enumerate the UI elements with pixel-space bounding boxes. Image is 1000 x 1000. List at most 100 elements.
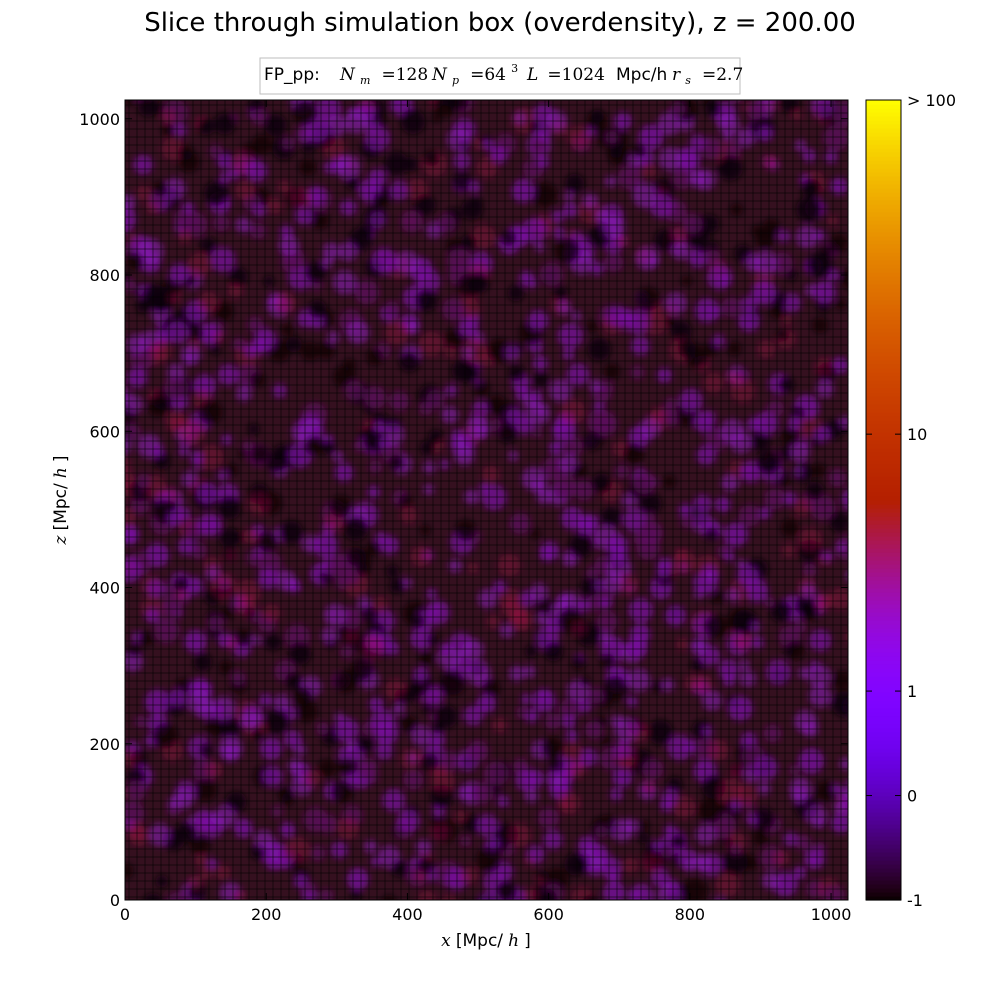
colorbar-stripe (866, 488, 901, 493)
heatmap-cell-grid (125, 100, 848, 900)
colorbar-stripe (866, 600, 901, 605)
colorbar-stripe (866, 656, 901, 661)
colorbar-stripe (866, 664, 901, 669)
colorbar-stripe (866, 852, 901, 857)
colorbar-stripe (866, 144, 901, 149)
colorbar-stripe (866, 288, 901, 293)
colorbar-stripe (866, 760, 901, 765)
colorbar-stripe (866, 620, 901, 625)
colorbar-stripe (866, 636, 901, 641)
colorbar-stripe (866, 440, 901, 445)
colorbar-stripe (866, 856, 901, 861)
colorbar-stripe (866, 896, 901, 901)
colorbar-stripe (866, 572, 901, 577)
info-rs-symbol: r (672, 65, 681, 85)
x-axis: 0 200 400 600 800 1000 (120, 100, 851, 924)
colorbar-stripe (866, 888, 901, 893)
colorbar-stripe (866, 876, 901, 881)
colorbar-stripe (866, 436, 901, 441)
colorbar-stripe (866, 784, 901, 789)
colorbar-stripe (866, 484, 901, 489)
colorbar-stripe (866, 492, 901, 497)
colorbar-stripe (866, 420, 901, 425)
colorbar-stripe (866, 312, 901, 317)
colorbar-stripe (866, 156, 901, 161)
colorbar-stripe (866, 452, 901, 457)
colorbar-stripe (866, 740, 901, 745)
colorbar-stripe (866, 196, 901, 201)
colorbar-stripe (866, 340, 901, 345)
colorbar-stripe (866, 296, 901, 301)
colorbar-stripe (866, 480, 901, 485)
colorbar-stripe (866, 328, 901, 333)
colorbar-stripe (866, 164, 901, 169)
colorbar-stripe (866, 264, 901, 269)
colorbar-stripe (866, 684, 901, 689)
colorbar-stripe (866, 612, 901, 617)
colorbar-stripe (866, 712, 901, 717)
colorbar-stripe (866, 248, 901, 253)
x-axis-label: x [Mpc/ h ] (441, 931, 531, 951)
colorbar-stripe (866, 160, 901, 165)
colorbar-stripe (866, 380, 901, 385)
colorbar-stripe (866, 704, 901, 709)
colorbar-stripe (866, 200, 901, 205)
colorbar-stripe (866, 364, 901, 369)
colorbar-tick-label: 10 (907, 425, 927, 444)
colorbar-stripe (866, 532, 901, 537)
colorbar-stripe (866, 152, 901, 157)
y-tick-label: 200 (89, 735, 120, 754)
colorbar-stripe (866, 472, 901, 477)
colorbar-stripe (866, 456, 901, 461)
colorbar-stripe (866, 816, 901, 821)
colorbar-stripe (866, 392, 901, 397)
colorbar-stripe (866, 496, 901, 501)
colorbar-stripe (866, 836, 901, 841)
x-tick-label: 0 (120, 905, 130, 924)
x-axis-label-close: ] (524, 931, 531, 951)
colorbar-stripe (866, 724, 901, 729)
colorbar-stripe (866, 516, 901, 521)
colorbar-stripe (866, 508, 901, 513)
info-np-symbol: N (431, 65, 448, 85)
info-nm-value: =128 (382, 65, 429, 85)
colorbar-stripe (866, 188, 901, 193)
colorbar-stripe (866, 304, 901, 309)
colorbar-ticks: -1 0 1 10 > 100 (866, 91, 956, 910)
colorbar-stripe (866, 212, 901, 217)
colorbar-stripe (866, 148, 901, 153)
colorbar-stripe (866, 872, 901, 877)
colorbar-stripe (866, 204, 901, 209)
colorbar-stripe (866, 192, 901, 197)
y-axis: 0 200 400 600 800 1000 (79, 110, 848, 910)
y-tick-label: 400 (89, 579, 120, 598)
colorbar-stripe (866, 300, 901, 305)
colorbar-stripe (866, 792, 901, 797)
colorbar-stripe (866, 588, 901, 593)
colorbar-stripe (866, 708, 901, 713)
colorbar-stripe (866, 524, 901, 529)
colorbar-stripe (866, 648, 901, 653)
colorbar-stripe (866, 412, 901, 417)
colorbar-stripe (866, 228, 901, 233)
colorbar-stripe (866, 448, 901, 453)
colorbar-stripe (866, 120, 901, 125)
colorbar-stripe (866, 172, 901, 177)
x-axis-label-unit: [Mpc/ (456, 931, 503, 951)
density-blob (125, 246, 127, 255)
colorbar-stripe (866, 176, 901, 181)
colorbar-stripe (866, 584, 901, 589)
colorbar-stripe (866, 316, 901, 321)
colorbar-stripe (866, 180, 901, 185)
colorbar-stripe (866, 776, 901, 781)
colorbar-stripe (866, 728, 901, 733)
colorbar-stripe (866, 372, 901, 377)
colorbar-stripe (866, 752, 901, 757)
colorbar-stripe (866, 284, 901, 289)
colorbar-stripe (866, 352, 901, 357)
x-axis-label-var: x (441, 931, 451, 951)
colorbar-stripe (866, 256, 901, 261)
y-axis-label-close: ] (51, 455, 71, 462)
colorbar-stripe (866, 552, 901, 557)
